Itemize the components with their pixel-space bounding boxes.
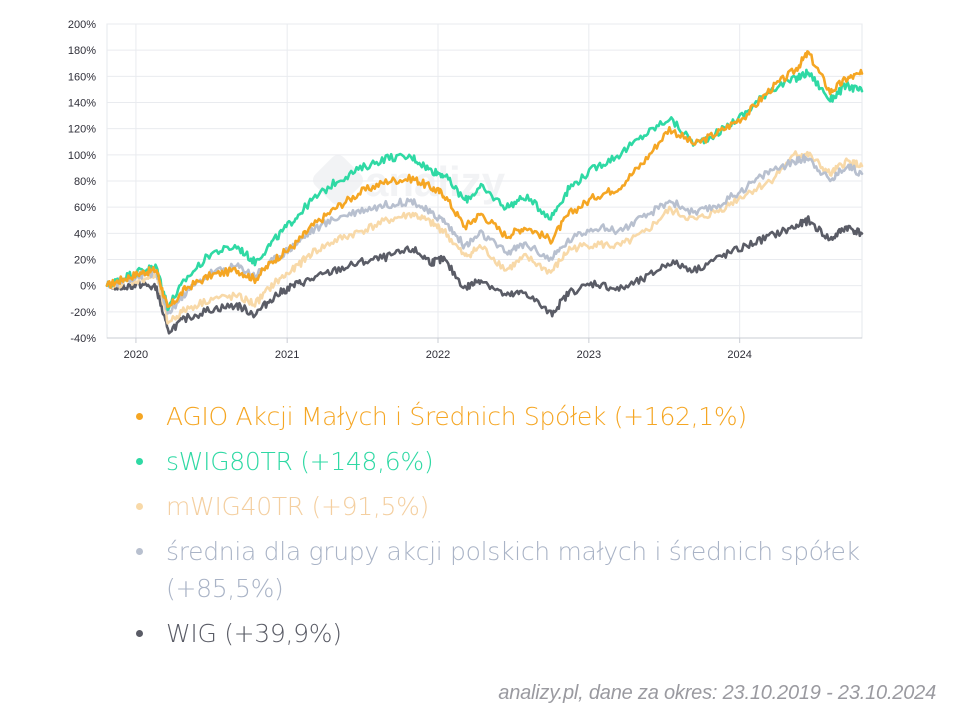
legend-item: sWIG80TR (+148,6%)	[136, 443, 896, 480]
legend-label: mWIG40TR (+91,5%)	[166, 492, 429, 521]
source-caption: analizy.pl, dane za okres: 23.10.2019 - …	[498, 682, 936, 704]
x-tick-label: 2021	[275, 349, 299, 361]
legend: AGIO Akcji Małych i Średnich Spółek (+16…	[136, 398, 896, 652]
legend-item: AGIO Akcji Małych i Średnich Spółek (+16…	[136, 398, 896, 435]
y-tick-label: 120%	[68, 124, 96, 136]
series-line-1	[105, 68, 864, 312]
axes: 200% 180% 160% 140% 120% 100% 80% 60% 40% 20% 0% -2…	[68, 19, 862, 361]
legend-label: WIG (+39,9%)	[166, 619, 342, 648]
x-tick-label: 2020	[124, 349, 148, 361]
legend-item: WIG (+39,9%)	[136, 615, 896, 652]
legend-bullet	[136, 413, 143, 420]
legend-bullet	[136, 458, 143, 465]
y-tick-label: 100%	[68, 150, 96, 162]
legend-label: sWIG80TR (+148,6%)	[166, 447, 434, 476]
legend-label: średnia dla grupy akcji polskich małych …	[166, 537, 860, 603]
performance-chart: analizy 200%180%160%140%120%100%80%60%40…	[68, 19, 864, 361]
y-tick-label: 160%	[68, 71, 96, 83]
series-line-4	[105, 215, 864, 335]
y-tick-label: 40%	[74, 228, 96, 240]
y-tick-label: 140%	[68, 98, 96, 110]
x-tick-label: 2024	[727, 349, 751, 361]
legend-item: średnia dla grupy akcji polskich małych …	[136, 533, 896, 607]
y-tick-label: 200%	[68, 19, 96, 31]
series-line-3	[105, 153, 864, 315]
y-tick-label: -20%	[70, 307, 96, 319]
series-line-2	[105, 150, 864, 325]
legend-bullet	[136, 503, 143, 510]
legend-bullet	[136, 630, 143, 637]
legend-bullet	[136, 548, 143, 555]
y-tick-label: 60%	[74, 202, 96, 214]
legend-item: mWIG40TR (+91,5%)	[136, 488, 896, 525]
y-tick-label: 80%	[74, 176, 96, 188]
series-layer	[105, 50, 864, 335]
y-tick-label: 0%	[80, 281, 96, 293]
x-tick-label: 2022	[426, 349, 450, 361]
x-tick-label: 2023	[577, 349, 601, 361]
y-tick-label: -40%	[70, 333, 96, 345]
y-tick-label: 180%	[68, 45, 96, 57]
legend-label: AGIO Akcji Małych i Średnich Spółek (+16…	[166, 402, 747, 431]
y-tick-label: 20%	[74, 255, 96, 267]
series-line-0	[105, 50, 864, 309]
